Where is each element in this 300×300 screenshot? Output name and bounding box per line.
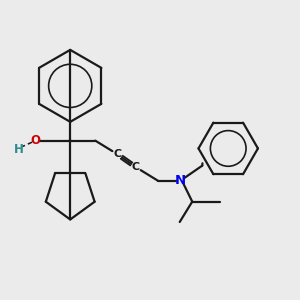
Text: C: C [113, 149, 121, 159]
Text: N: N [175, 174, 186, 187]
Text: O: O [31, 134, 41, 147]
Text: H: H [14, 142, 23, 156]
Text: C: C [132, 162, 140, 172]
